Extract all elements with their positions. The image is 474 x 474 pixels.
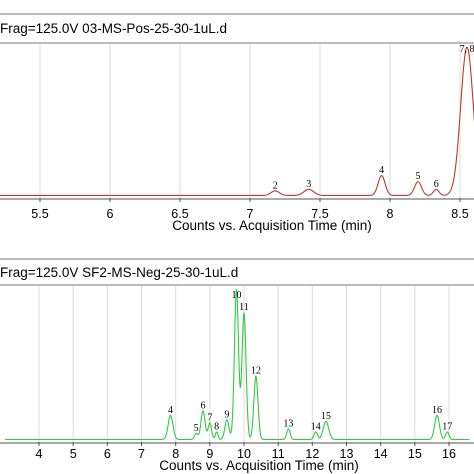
peak-label: 2 — [273, 180, 278, 191]
x-tick-label: 6 — [107, 207, 114, 221]
peak-label: 12 — [251, 366, 261, 377]
chromatogram-trace — [4, 288, 470, 441]
peak-label: 14 — [311, 421, 321, 432]
peak-label: 4 — [379, 165, 384, 176]
chromatogram-trace — [0, 46, 474, 197]
peak-label: 9 — [224, 409, 229, 420]
x-tick-label: 7 — [138, 447, 145, 461]
peak-label: 6 — [434, 179, 439, 190]
x-tick-label: 8 — [387, 207, 394, 221]
x-tick-label: 12 — [305, 447, 319, 461]
peak-label: 6 — [201, 400, 206, 411]
x-tick-label: 8 — [172, 447, 179, 461]
x-tick-label: 10 — [237, 447, 251, 461]
x-tick-label: 13 — [340, 447, 354, 461]
peak-label: 7, 8 — [460, 44, 474, 55]
x-tick-label: 7.5 — [311, 207, 328, 221]
x-tick-label: 4 — [36, 447, 43, 461]
top-panel-trace — [0, 46, 474, 197]
bottom-panel-gridlines — [38, 286, 450, 442]
peak-label: 5 — [194, 423, 199, 434]
x-tick-label: 5 — [70, 447, 77, 461]
x-tick-label: 16 — [442, 447, 456, 461]
bottom-panel-x-ticks: 4 5 6 7 8 9 10 11 12 13 14 15 16 — [36, 442, 456, 461]
peak-label: 13 — [283, 418, 293, 429]
peak-label: 3 — [306, 179, 311, 190]
peak-label: 8 — [214, 421, 219, 432]
x-tick-label: 7 — [247, 207, 254, 221]
x-tick-label: 14 — [374, 447, 388, 461]
bottom-panel-title: Frag=125.0V SF2-MS-Neg-25-30-1uL.d — [0, 265, 238, 280]
peak-label: 15 — [321, 411, 331, 422]
x-tick-label: 15 — [408, 447, 422, 461]
top-panel-x-axis-title: Counts vs. Acquisition Time (min) — [172, 218, 372, 233]
bottom-panel-trace — [4, 288, 470, 441]
peak-label: 4 — [168, 405, 173, 416]
x-tick-label: 8.5 — [451, 207, 468, 221]
top-panel-x-ticks: 5.5 6 6.5 7 7.5 8 8.5 — [31, 198, 469, 221]
peak-label: 5 — [416, 171, 421, 182]
peak-label: 16 — [432, 405, 442, 416]
peak-label: 17 — [442, 421, 452, 432]
x-tick-label: 6.5 — [171, 207, 188, 221]
x-tick-label: 9 — [206, 447, 213, 461]
top-panel-gridlines — [39, 44, 461, 198]
bottom-panel-x-axis-title: Counts vs. Acquisition Time (min) — [159, 458, 359, 473]
peak-label: 7 — [207, 412, 212, 423]
peak-label: 10 — [231, 290, 241, 301]
top-panel-title: Frag=125.0V 03-MS-Pos-25-30-1uL.d — [0, 21, 227, 36]
x-tick-label: 5.5 — [31, 207, 48, 221]
peak-label: 11 — [239, 302, 249, 313]
x-tick-label: 6 — [104, 447, 111, 461]
x-tick-label: 11 — [272, 447, 285, 461]
